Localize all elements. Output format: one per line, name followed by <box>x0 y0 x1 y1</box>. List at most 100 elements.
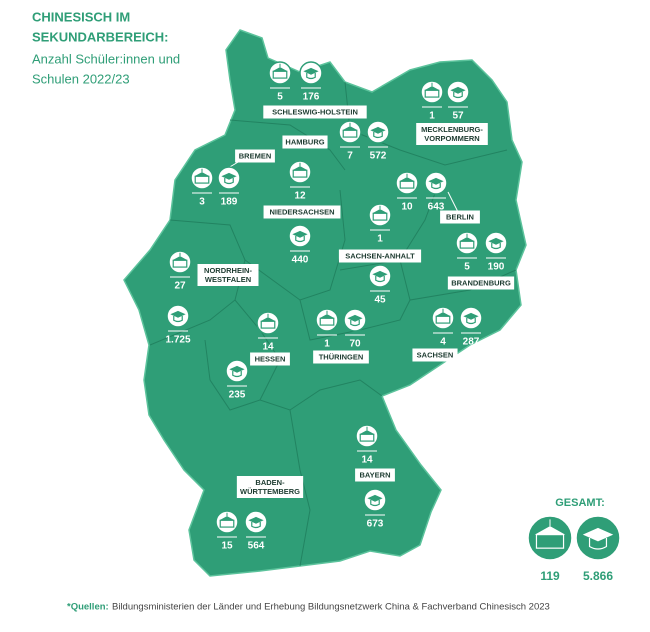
state-label-box <box>447 276 515 290</box>
state-label: VORPOMMERN <box>424 134 479 143</box>
students-count: 235 <box>229 390 246 401</box>
glyph <box>295 236 305 243</box>
glyph <box>224 178 234 185</box>
students-count: 564 <box>248 541 265 552</box>
glyph <box>342 126 358 131</box>
glyph <box>173 316 183 323</box>
school-icon <box>338 120 362 144</box>
glyph <box>431 183 441 190</box>
source-label: *Quellen: <box>67 602 109 613</box>
germany-map <box>123 29 527 577</box>
schools-count: 27 <box>174 281 186 292</box>
state-label: HESSEN <box>255 354 286 363</box>
state-label: SACHSEN <box>417 350 454 359</box>
total-label: GESAMT: <box>555 497 605 509</box>
state-label-box <box>197 264 259 286</box>
student-icon <box>299 61 323 85</box>
schools-count: 10 <box>401 202 413 213</box>
state-label: MECKLENBURG- <box>421 125 483 134</box>
glyph <box>372 209 388 214</box>
state-label-box <box>263 105 367 119</box>
glyph <box>435 312 451 317</box>
students-count: 673 <box>367 519 384 530</box>
state-label: BERLIN <box>446 212 474 221</box>
school-icon <box>455 231 479 255</box>
glyph <box>251 522 261 529</box>
students-count: 287 <box>463 337 480 348</box>
state-label-box <box>250 352 290 366</box>
glyph <box>306 73 316 80</box>
state-label: BADEN- <box>255 478 285 487</box>
school-icon <box>256 311 280 335</box>
state-label: BRANDENBURG <box>451 278 511 287</box>
glyph <box>359 430 375 435</box>
glyph <box>172 256 188 261</box>
state-label-box <box>235 149 275 163</box>
school-icon <box>190 166 214 190</box>
students-count: 572 <box>370 151 387 162</box>
title: CHINESISCH IM <box>32 9 130 24</box>
student-icon <box>446 80 470 104</box>
student-icon <box>368 264 392 288</box>
subtitle: Anzahl Schüler:innen und <box>32 51 180 66</box>
school-icon <box>355 424 379 448</box>
school-icon <box>420 80 444 104</box>
total-schools: 119 <box>540 569 560 583</box>
schools-count: 15 <box>221 541 233 552</box>
student-icon <box>459 306 483 330</box>
schools-count: 3 <box>199 197 205 208</box>
student-icon <box>484 231 508 255</box>
students-count: 189 <box>221 197 238 208</box>
schools-count: 1 <box>429 111 435 122</box>
schools-count: 14 <box>361 455 373 466</box>
state-label: NIEDERSACHSEN <box>269 207 334 216</box>
student-icon <box>244 510 268 534</box>
glyph <box>582 527 614 542</box>
total-students: 5.866 <box>583 569 613 583</box>
title: SEKUNDARBEREICH: <box>32 29 169 44</box>
student-icon <box>575 515 621 561</box>
state-label: SCHLESWIG-HOLSTEIN <box>272 107 358 116</box>
schools-count: 12 <box>294 191 306 202</box>
state-label: WESTFALEN <box>205 275 251 284</box>
glyph <box>219 516 235 521</box>
glyph <box>375 276 385 283</box>
glyph <box>232 371 242 378</box>
state-label: SACHSEN-ANHALT <box>345 251 415 260</box>
state-label-box <box>282 135 328 149</box>
schools-count: 5 <box>464 262 470 273</box>
glyph <box>260 317 276 322</box>
source-text: Bildungsministerien der Länder und Erheb… <box>112 602 550 613</box>
school-icon <box>368 203 392 227</box>
school-icon <box>268 61 292 85</box>
schools-count: 7 <box>347 151 353 162</box>
glyph <box>292 166 308 171</box>
glyph <box>424 86 440 91</box>
student-icon <box>217 166 241 190</box>
schools-count: 5 <box>277 92 283 103</box>
students-count: 1.725 <box>165 335 190 346</box>
state-label: WÜRTTEMBERG <box>240 487 300 496</box>
state-label-box <box>338 249 422 263</box>
schools-count: 1 <box>324 339 330 350</box>
state-label: THÜRINGEN <box>319 352 364 361</box>
school-icon <box>288 160 312 184</box>
glyph <box>534 526 566 535</box>
glyph <box>350 320 360 327</box>
state-label: NORDRHEIN- <box>204 266 252 275</box>
glyph <box>194 172 210 177</box>
students-count: 643 <box>428 202 445 213</box>
students-count: 45 <box>374 295 386 306</box>
pointer <box>447 191 459 213</box>
school-icon <box>215 510 239 534</box>
state-label: HAMBURG <box>285 137 324 146</box>
students-count: 176 <box>303 92 320 103</box>
student-icon <box>363 488 387 512</box>
state-label-box <box>412 348 458 362</box>
school-icon <box>395 171 419 195</box>
glyph <box>373 132 383 139</box>
school-icon <box>527 515 573 561</box>
student-icon <box>166 304 190 328</box>
glyph <box>459 237 475 242</box>
student-icon <box>343 308 367 332</box>
